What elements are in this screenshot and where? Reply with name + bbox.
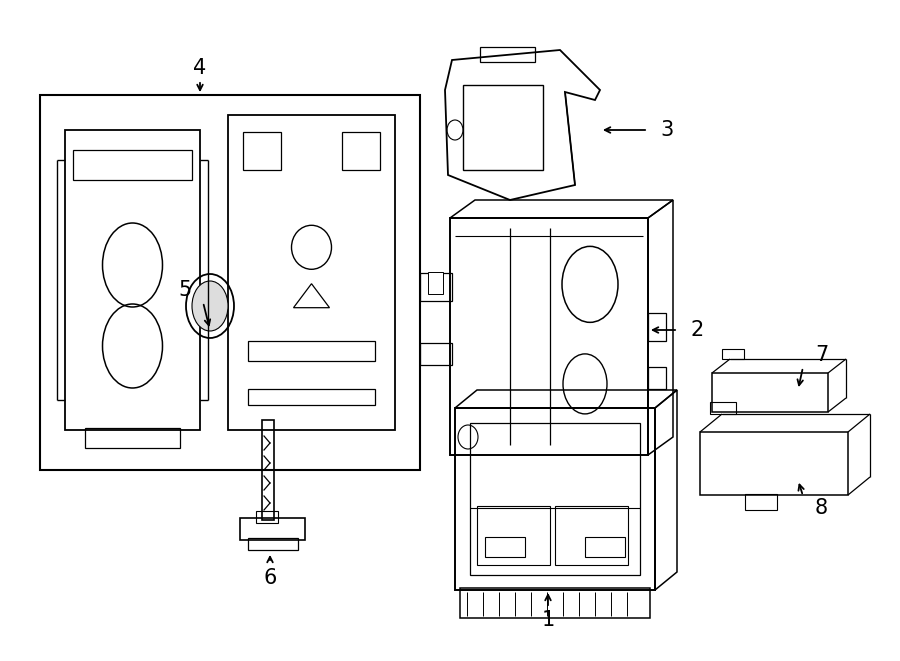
- Bar: [248, 340, 375, 361]
- Bar: [722, 349, 744, 359]
- Bar: [85, 428, 180, 448]
- Bar: [585, 537, 625, 557]
- Bar: [65, 130, 200, 430]
- Bar: [228, 115, 395, 430]
- Bar: [463, 85, 543, 170]
- Bar: [745, 494, 777, 510]
- Ellipse shape: [192, 281, 228, 331]
- Bar: [712, 373, 828, 412]
- Bar: [555, 506, 628, 565]
- Bar: [40, 95, 420, 470]
- Bar: [256, 511, 278, 523]
- Bar: [455, 408, 655, 590]
- Bar: [243, 132, 281, 170]
- Bar: [648, 313, 666, 341]
- Bar: [262, 420, 274, 520]
- Text: 7: 7: [815, 345, 828, 365]
- Bar: [450, 218, 648, 455]
- Bar: [420, 273, 452, 301]
- Bar: [73, 150, 192, 180]
- Bar: [428, 272, 443, 294]
- Text: 8: 8: [815, 498, 828, 518]
- Bar: [248, 389, 375, 405]
- Bar: [470, 423, 640, 575]
- Bar: [485, 537, 525, 557]
- Bar: [240, 518, 305, 540]
- Bar: [710, 402, 736, 414]
- Bar: [248, 538, 298, 550]
- Text: 3: 3: [660, 120, 673, 140]
- Text: 4: 4: [194, 58, 207, 78]
- Bar: [480, 47, 535, 62]
- Bar: [342, 132, 380, 170]
- Bar: [700, 432, 848, 495]
- Bar: [648, 367, 666, 389]
- Text: 5: 5: [179, 280, 192, 300]
- Bar: [420, 343, 452, 365]
- Bar: [460, 588, 650, 618]
- Text: 2: 2: [690, 320, 703, 340]
- Bar: [477, 506, 550, 565]
- Text: 1: 1: [542, 610, 554, 630]
- Text: 6: 6: [264, 568, 276, 588]
